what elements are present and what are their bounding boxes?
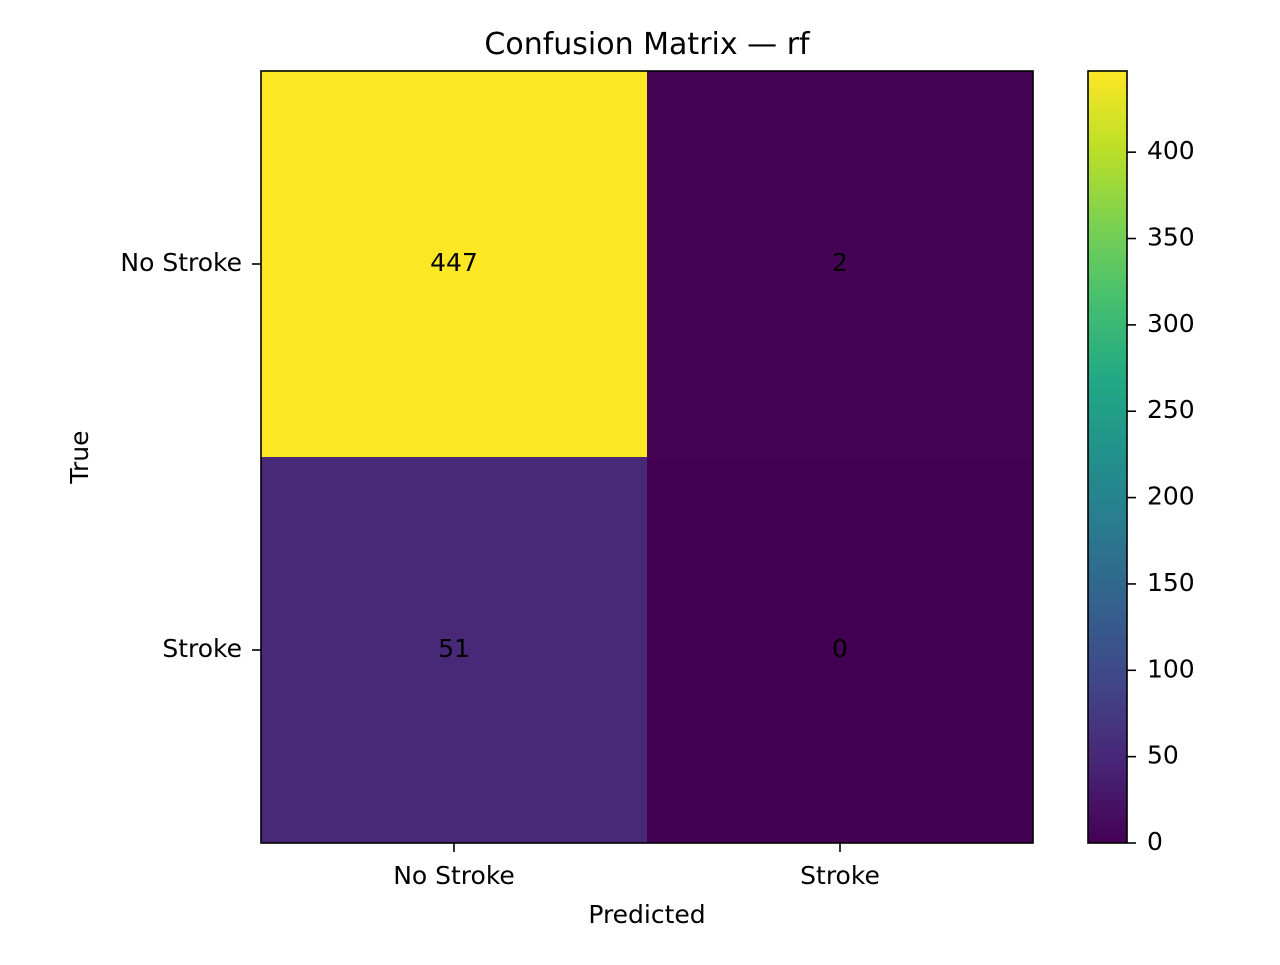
x-tick-label: No Stroke [393,861,515,890]
heatmap-cell [261,71,648,458]
cell-value-label: 51 [438,634,470,663]
y-tick-label: Stroke [162,634,242,663]
chart-title: Confusion Matrix — rf [484,27,811,62]
y-tick-label: No Stroke [120,248,242,277]
heatmap-cell-labels: 447 2 51 0 [430,248,848,663]
colorbar-tick-label: 150 [1147,568,1195,597]
colorbar-tick-label: 300 [1147,309,1195,338]
colorbar-tick-label: 50 [1147,741,1179,770]
plot-frame [260,70,1034,844]
colorbar-tick-label: 100 [1147,654,1195,683]
heatmap-cell [261,457,648,844]
colorbar-tick-label: 250 [1147,395,1195,424]
heatmap-cells [261,71,1034,844]
colorbar-tick-label: 350 [1147,223,1195,252]
colorbar-tick-label: 0 [1147,827,1163,856]
cell-value-label: 2 [832,248,848,277]
heatmap-cell [647,457,1034,844]
y-axis-label: True [65,430,94,484]
heatmap-cell [647,71,1034,458]
colorbar [1087,70,1128,844]
colorbar-tick-label: 200 [1147,482,1195,511]
y-axis-ticks: No Stroke Stroke [120,248,261,663]
x-axis-ticks: No Stroke Stroke [393,843,880,890]
colorbar-ticks: 0 50 100 150 200 250 300 350 400 [1127,136,1195,856]
colorbar-tick-label: 400 [1147,136,1195,165]
x-tick-label: Stroke [800,861,880,890]
cell-value-label: 0 [832,634,848,663]
x-axis-label: Predicted [588,900,705,929]
cell-value-label: 447 [430,248,478,277]
